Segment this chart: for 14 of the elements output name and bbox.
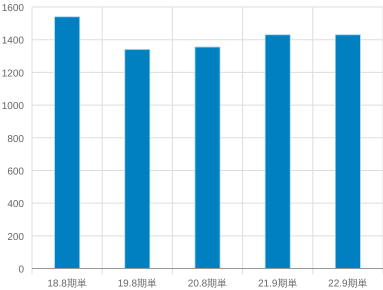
ytick: 400 <box>7 199 24 210</box>
ytick: 600 <box>7 166 24 178</box>
xtick: 18.8期単 <box>47 278 87 290</box>
ytick: 200 <box>7 232 24 243</box>
ytick: 1200 <box>2 68 24 80</box>
ytick: 800 <box>7 134 24 145</box>
xtick: 20.8期単 <box>188 278 228 290</box>
xtick: 19.8期単 <box>118 278 158 290</box>
ytick: 0 <box>18 264 24 276</box>
ytick: 1000 <box>2 101 24 112</box>
ytick: 1600 <box>2 3 24 14</box>
xtick: 22.9期単 <box>328 278 368 290</box>
ytick: 1400 <box>2 36 24 47</box>
xtick: 21.9期単 <box>258 278 298 290</box>
